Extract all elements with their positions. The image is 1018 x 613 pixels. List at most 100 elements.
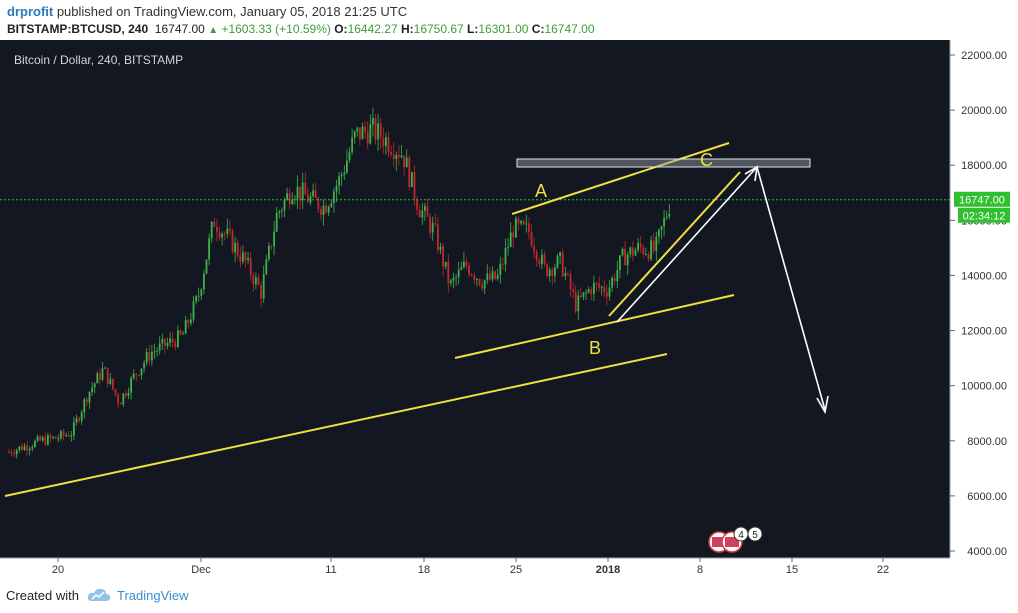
- candle-body: [530, 231, 533, 246]
- candle-body: [260, 284, 262, 299]
- x-tick-label: 20: [52, 564, 64, 576]
- candle-body: [91, 387, 93, 392]
- candle-body: [361, 126, 364, 140]
- candle-body: [41, 437, 44, 441]
- candle-body: [299, 186, 301, 201]
- label-b: B: [589, 338, 601, 358]
- candle-body: [424, 206, 426, 211]
- candle-body: [239, 255, 242, 262]
- candle-body: [158, 343, 161, 351]
- candle-body: [585, 292, 587, 294]
- candle-body: [317, 197, 320, 210]
- candle-body: [99, 373, 101, 380]
- upper-channel-trendline: [511, 142, 730, 215]
- candle-body: [398, 154, 400, 158]
- symbol-line: BITSTAMP:BTCUSD, 240 16747.00 ▲ +1603.33…: [7, 22, 595, 36]
- svg-text:4: 4: [738, 530, 744, 541]
- candle-body: [561, 252, 564, 277]
- candle-body: [619, 255, 621, 270]
- candle-body: [439, 246, 442, 251]
- candle-body: [15, 450, 18, 455]
- candle-body: [416, 198, 418, 210]
- price-change: +1603.33 (+10.59%): [221, 22, 331, 36]
- candle-body: [242, 252, 244, 262]
- candle-body: [62, 431, 65, 436]
- x-tick-label: 8: [697, 564, 703, 576]
- candle-body: [236, 242, 239, 256]
- candle-body: [119, 403, 122, 405]
- candle-body: [528, 223, 530, 232]
- x-tick-label: 25: [510, 564, 522, 576]
- candle-body: [273, 231, 275, 247]
- candle-body: [522, 220, 525, 224]
- candle-body: [504, 247, 507, 265]
- candle-body: [580, 295, 582, 297]
- candle-body: [364, 126, 366, 132]
- candle-body: [574, 291, 577, 312]
- open-label: O:: [334, 22, 348, 36]
- price-chart[interactable]: 22000.0020000.0018000.0016000.0014000.00…: [0, 40, 1018, 578]
- candle-body: [312, 190, 314, 197]
- candle-body: [28, 448, 31, 451]
- candle-body: [455, 277, 457, 279]
- x-tick-label: 11: [325, 564, 336, 576]
- candle-body: [351, 137, 353, 153]
- candle-body: [447, 261, 450, 284]
- time-axis[interactable]: [0, 558, 1018, 578]
- candle-body: [283, 199, 286, 211]
- candle-body: [486, 273, 489, 281]
- event-badges[interactable]: 4 5: [708, 526, 763, 553]
- candle-body: [473, 275, 476, 280]
- candle-body: [600, 286, 603, 288]
- candle-body: [470, 274, 473, 276]
- candle-body: [148, 352, 151, 361]
- candle-body: [387, 137, 390, 153]
- candle-body: [431, 222, 434, 233]
- chart-title: Bitcoin / Dollar, 240, BITSTAMP: [14, 53, 183, 67]
- candle-body: [234, 242, 236, 253]
- candle-body: [151, 352, 153, 361]
- candle-body: [403, 155, 405, 168]
- candle-body: [156, 350, 158, 352]
- candle-body: [450, 280, 452, 284]
- candle-body: [286, 193, 288, 200]
- candle-body: [13, 453, 15, 455]
- candle-body: [223, 233, 226, 235]
- candle-body: [231, 230, 234, 253]
- candle-body: [634, 250, 637, 256]
- candle-body: [496, 275, 499, 279]
- candle-body: [556, 255, 559, 268]
- open-value: 16442.27: [347, 22, 398, 36]
- candle-body: [96, 373, 99, 384]
- candle-body: [543, 254, 546, 265]
- candle-body: [346, 160, 348, 173]
- tradingview-cloud-icon[interactable]: [86, 586, 112, 604]
- candle-body: [418, 209, 421, 218]
- price-axis[interactable]: [950, 40, 1018, 558]
- chart-area[interactable]: 22000.0020000.0018000.0016000.0014000.00…: [0, 40, 1018, 578]
- candle-body: [70, 435, 73, 437]
- candle-body: [130, 378, 132, 393]
- candle-body: [187, 320, 190, 324]
- candle-body: [385, 137, 387, 147]
- author-link[interactable]: drprofit: [7, 4, 54, 19]
- candle-body: [606, 292, 608, 297]
- candle-body: [515, 218, 517, 238]
- candle-body: [491, 271, 494, 280]
- close-label: C:: [531, 22, 545, 36]
- candle-body: [379, 123, 382, 139]
- candle-body: [307, 194, 309, 203]
- label-a: A: [535, 181, 547, 201]
- created-with-label: Created with: [6, 588, 79, 603]
- candle-body: [161, 338, 164, 344]
- candle-body: [546, 264, 548, 277]
- candle-body: [288, 193, 291, 205]
- candle-body: [426, 206, 429, 217]
- tradingview-link[interactable]: TradingView: [117, 588, 189, 603]
- candle-body: [86, 399, 88, 403]
- candle-body: [36, 436, 39, 441]
- candle-body: [509, 232, 512, 248]
- candle-body: [262, 274, 265, 299]
- x-tick-label: 2018: [596, 564, 620, 576]
- candle-body: [210, 222, 213, 239]
